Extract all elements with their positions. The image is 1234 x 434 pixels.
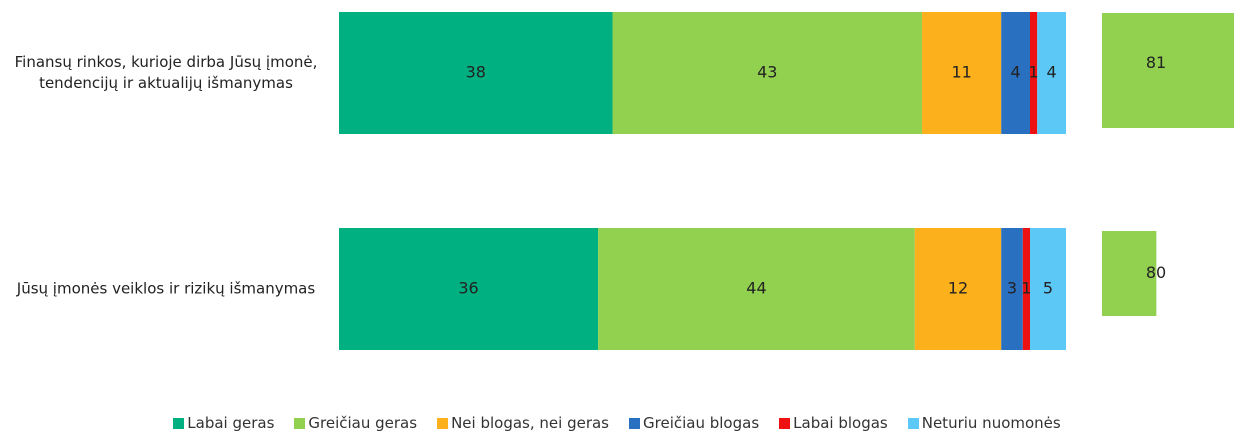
category-label: Jūsų įmonės veiklos ir rizikų išmanymas xyxy=(16,279,316,298)
bar-segment xyxy=(1037,12,1066,134)
data-label: 80 xyxy=(1146,263,1166,282)
legend-swatch xyxy=(779,417,791,429)
legend-item: Labai geras xyxy=(173,414,274,432)
bar xyxy=(1102,13,1234,128)
legend-label: Labai geras xyxy=(187,414,275,432)
legend-swatch xyxy=(907,417,919,429)
legend-swatch xyxy=(437,417,449,429)
legend-label: Neturiu nuomonės xyxy=(921,414,1061,432)
bar-segment xyxy=(1001,12,1031,134)
legend: Labai geras Greičiau geras Nei blogas, nei… xyxy=(0,414,1234,432)
bar-segment xyxy=(612,12,923,134)
data-label: 11 xyxy=(951,63,971,82)
data-label: 36 xyxy=(458,279,478,298)
legend-swatch xyxy=(629,417,640,429)
data-label: 12 xyxy=(948,279,968,298)
data-label: 4 xyxy=(1011,63,1021,82)
data-label: 38 xyxy=(466,63,486,82)
bar-segment xyxy=(1022,228,1031,350)
legend-swatch xyxy=(173,417,185,429)
bar xyxy=(1102,231,1157,316)
legend-label: Nei blogas, nei geras xyxy=(451,414,609,432)
legend-label: Greičiau geras xyxy=(308,414,418,432)
bar-segment xyxy=(922,12,1002,134)
data-label: 1 xyxy=(1021,279,1031,298)
legend-label: Labai blogas xyxy=(793,414,888,432)
data-label: 3 xyxy=(1007,279,1017,298)
legend-swatch xyxy=(294,417,306,429)
bar-segment xyxy=(339,12,613,134)
legend-item: Greičiau blogas xyxy=(629,414,759,432)
data-label: 43 xyxy=(757,63,777,82)
data-label: 44 xyxy=(746,279,766,298)
legend-item: Neturiu nuomonės xyxy=(907,414,1061,432)
bar-segment xyxy=(1030,228,1066,350)
bar-segment xyxy=(339,228,599,350)
bar-segment xyxy=(598,228,915,350)
legend-label: Greičiau blogas xyxy=(643,414,760,432)
data-label: 4 xyxy=(1047,63,1057,82)
legend-item: Labai blogas xyxy=(779,414,888,432)
data-label: 1 xyxy=(1029,63,1039,82)
legend-item: Nei blogas, nei geras xyxy=(437,414,609,432)
data-label: 81 xyxy=(1146,53,1166,72)
data-label: 5 xyxy=(1043,279,1053,298)
bar-segment xyxy=(914,228,1002,350)
legend-item: Greičiau geras xyxy=(294,414,417,432)
category-label: Finansų rinkos, kurioje dirba Jūsų įmonė… xyxy=(14,53,318,92)
bar-segment xyxy=(1001,228,1023,350)
bar-segment xyxy=(1030,12,1038,134)
